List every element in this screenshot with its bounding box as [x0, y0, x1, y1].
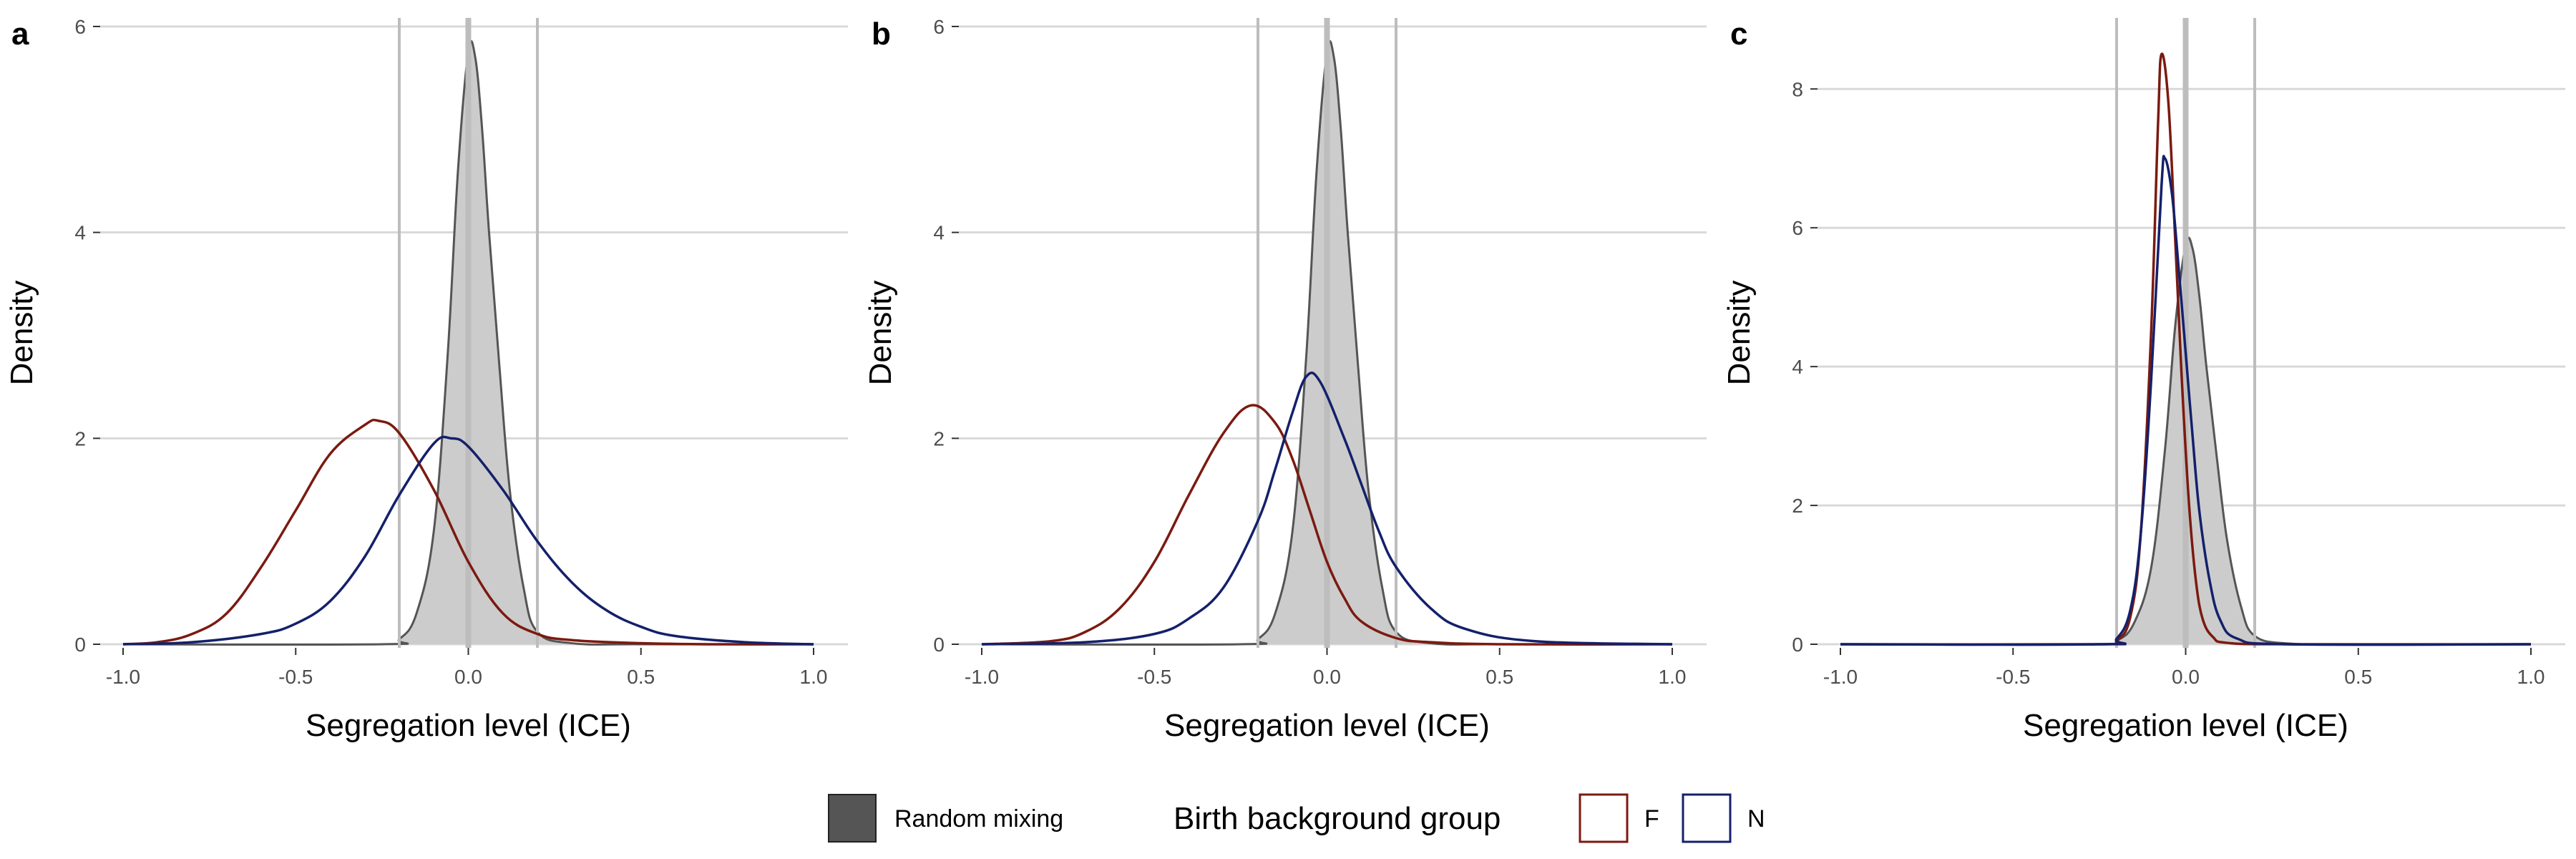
series-line-n	[122, 435, 814, 646]
y-tick-label: 4	[933, 222, 945, 244]
x-tick-label: -0.5	[1137, 666, 1171, 688]
x-axis-title: Segregation level (ICE)	[306, 708, 631, 743]
y-tick-label: 2	[1792, 495, 1803, 517]
x-tick-label: 0.0	[1313, 666, 1341, 688]
x-tick-label: 0.0	[2172, 666, 2200, 688]
y-tick-label: 8	[1792, 78, 1803, 100]
series-line-f	[1840, 52, 2532, 646]
x-tick-label: 0.5	[627, 666, 655, 688]
series-line-n	[1840, 155, 2532, 646]
x-axis-title: Segregation level (ICE)	[1164, 708, 1490, 743]
y-axis-title: Density	[1722, 281, 1757, 386]
panels: 0 2 4 6 -1.0 -0.5 0.0 0.5 1.0 Segregation level (…	[4, 16, 2565, 743]
x-tick-label: -1.0	[965, 666, 999, 688]
x-tick-label: -1.0	[106, 666, 140, 688]
y-tick-label: 0	[74, 634, 86, 656]
legend: Random mixing Birth background group F N	[828, 793, 1765, 843]
y-tick-label: 4	[74, 222, 86, 244]
legend-label-f: F	[1644, 805, 1659, 833]
legend-label-random-mixing: Random mixing	[894, 805, 1063, 833]
y-axis-title: Density	[4, 281, 39, 386]
y-tick-label: 0	[1792, 634, 1803, 656]
x-tick-label: -0.5	[278, 666, 313, 688]
x-tick-label: -0.5	[1996, 666, 2030, 688]
x-tick-label: 1.0	[1659, 666, 1687, 688]
y-tick-label: 6	[74, 16, 86, 38]
legend-key-random-mixing	[828, 794, 877, 843]
panel-b: 0 2 4 6 -1.0 -0.5 0.0 0.5 1.0 Segregation level (…	[863, 16, 1707, 743]
series-line-f	[122, 418, 814, 646]
panel-tag: c	[1730, 16, 1747, 52]
panel-tag: b	[872, 16, 891, 52]
legend-key-f	[1579, 793, 1629, 843]
x-tick-label: 0.5	[2344, 666, 2372, 688]
x-tick-label: 0.0	[454, 666, 482, 688]
y-tick-label: 0	[933, 634, 945, 656]
x-tick-label: 1.0	[2517, 666, 2545, 688]
y-tick-label: 6	[933, 16, 945, 38]
x-axis-title: Segregation level (ICE)	[2023, 708, 2348, 743]
series-line-f	[981, 404, 1673, 646]
legend-label-n: N	[1747, 805, 1765, 833]
panel-tag: a	[11, 16, 29, 52]
panel-c: 0 2 4 6 8 -1.0 -0.5 0.0 0.5 1.0 Segregation level …	[1722, 16, 2565, 743]
legend-title: Birth background group	[1174, 801, 1501, 836]
x-tick-label: -1.0	[1823, 666, 1858, 688]
y-tick-label: 2	[933, 427, 945, 450]
x-tick-label: 1.0	[800, 666, 828, 688]
panel-a: 0 2 4 6 -1.0 -0.5 0.0 0.5 1.0 Segregation level (…	[4, 16, 848, 743]
y-tick-label: 6	[1792, 217, 1803, 239]
legend-key-n	[1682, 793, 1732, 843]
x-tick-label: 0.5	[1485, 666, 1513, 688]
series-line-n	[981, 372, 1673, 646]
y-tick-label: 4	[1792, 356, 1803, 378]
y-axis-title: Density	[863, 281, 898, 386]
y-tick-label: 2	[74, 427, 86, 450]
